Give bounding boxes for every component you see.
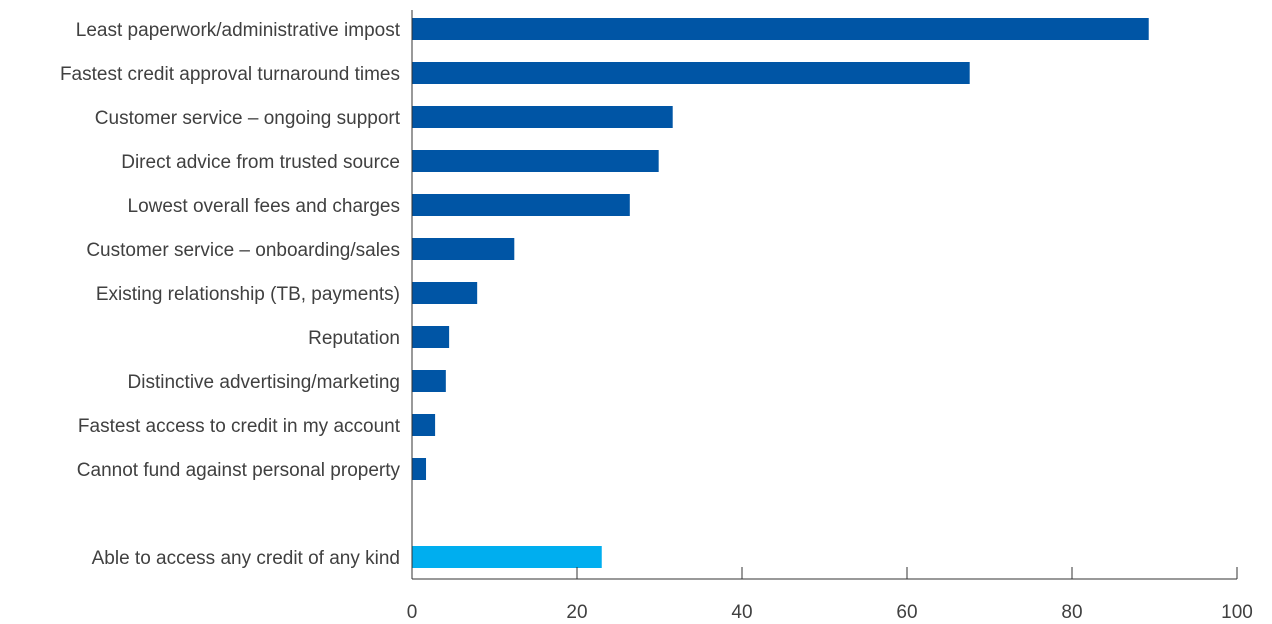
category-label-5: Customer service – onboarding/sales [86, 240, 400, 261]
bar-12 [412, 546, 602, 568]
x-ticks-group: 0 20 40 60 80 100 [407, 567, 1253, 623]
category-label-8: Distinctive advertising/marketing [128, 372, 400, 393]
category-label-6: Existing relationship (TB, payments) [96, 284, 400, 305]
bar-0 [412, 18, 1149, 40]
x-tick-label-1: 20 [566, 602, 587, 623]
x-tick-label-4: 80 [1061, 602, 1082, 623]
bar-10 [412, 458, 427, 480]
category-label-10: Cannot fund against personal property [77, 460, 401, 481]
x-tick-label-5: 100 [1221, 602, 1253, 623]
x-tick-label-0: 0 [407, 602, 418, 623]
category-label-2: Customer service – ongoing support [95, 108, 401, 129]
bar-1 [412, 62, 970, 84]
category-label-7: Reputation [308, 328, 400, 349]
bar-8 [412, 370, 446, 392]
bar-4 [412, 194, 630, 216]
bar-2 [412, 106, 673, 128]
bar-6 [412, 282, 478, 304]
bar-7 [412, 326, 450, 348]
x-tick-label-3: 60 [896, 602, 917, 623]
category-label-3: Direct advice from trusted source [121, 152, 400, 173]
bar-3 [412, 150, 659, 172]
bar-9 [412, 414, 436, 436]
category-labels-group: Least paperwork/administrative impost Fas… [60, 20, 401, 569]
category-label-0: Least paperwork/administrative impost [76, 20, 401, 41]
category-label-9: Fastest access to credit in my account [78, 416, 401, 437]
category-label-12: Able to access any credit of any kind [92, 548, 400, 569]
bars-group [412, 18, 1149, 568]
x-tick-label-2: 40 [731, 602, 752, 623]
category-label-1: Fastest credit approval turnaround times [60, 64, 400, 85]
bar-5 [412, 238, 515, 260]
category-label-4: Lowest overall fees and charges [128, 196, 401, 217]
